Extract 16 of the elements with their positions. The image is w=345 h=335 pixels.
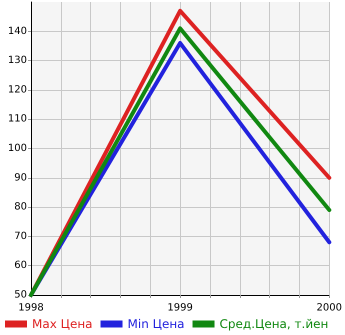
y-tick-label: 60 — [14, 260, 27, 272]
legend-label: Max Цена — [32, 317, 93, 331]
x-tick-label: 1999 — [167, 302, 193, 314]
y-tick-label: 140 — [8, 26, 27, 37]
x-tick-label: 1998 — [18, 302, 44, 314]
legend-label: Min Цена — [128, 317, 185, 331]
y-tick-label: 50 — [14, 290, 27, 300]
y-tick-label: 90 — [14, 172, 27, 184]
y-tick-label: 130 — [8, 55, 27, 66]
y-tick-label: 70 — [14, 230, 27, 242]
y-tick-label: 80 — [14, 202, 27, 213]
y-tick-label: 120 — [8, 84, 27, 96]
x-tick-label: 2000 — [316, 302, 342, 314]
legend-label: Сред.Цена, т.йен — [220, 317, 328, 331]
y-tick-label: 100 — [8, 143, 27, 154]
y-tick-label: 110 — [8, 114, 27, 125]
